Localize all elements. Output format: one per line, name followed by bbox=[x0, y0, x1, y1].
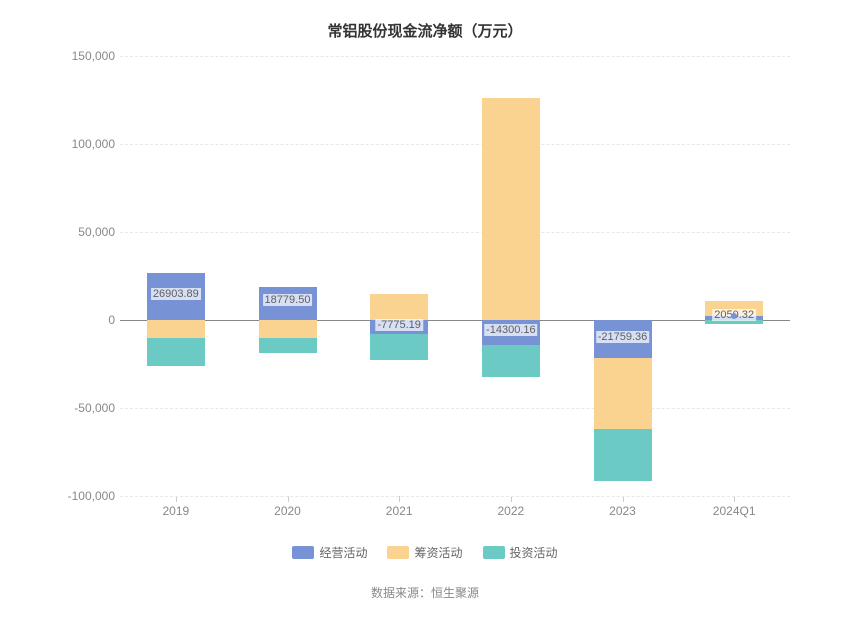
bar-group bbox=[594, 56, 652, 496]
y-tick-label: 100,000 bbox=[50, 137, 115, 151]
x-tick-label: 2022 bbox=[497, 504, 524, 518]
y-tick-label: -50,000 bbox=[50, 401, 115, 415]
legend-label: 投资活动 bbox=[510, 544, 558, 561]
legend-item: 筹资活动 bbox=[387, 544, 462, 561]
bar-group bbox=[705, 56, 763, 496]
data-point-marker bbox=[731, 313, 737, 319]
bar-group bbox=[370, 56, 428, 496]
x-tick-label: 2024Q1 bbox=[713, 504, 756, 518]
grid-line bbox=[120, 232, 790, 233]
bar-value-label: 18779.50 bbox=[263, 294, 313, 306]
x-tick-label: 2023 bbox=[609, 504, 636, 518]
legend-label: 筹资活动 bbox=[414, 544, 462, 561]
chart-title: 常铝股份现金流净额（万元） bbox=[0, 20, 850, 41]
grid-line bbox=[120, 408, 790, 409]
bar-group bbox=[147, 56, 205, 496]
legend-swatch bbox=[387, 546, 409, 559]
bar-segment bbox=[482, 345, 540, 377]
bar-value-label: -14300.16 bbox=[484, 324, 538, 336]
grid-line bbox=[120, 496, 790, 497]
bar-segment bbox=[370, 294, 428, 320]
y-tick-label: 150,000 bbox=[50, 49, 115, 63]
bar-value-label: -21759.36 bbox=[596, 331, 650, 343]
x-tick-label: 2020 bbox=[274, 504, 301, 518]
legend-label: 经营活动 bbox=[319, 544, 367, 561]
x-tick-label: 2021 bbox=[386, 504, 413, 518]
legend-item: 投资活动 bbox=[483, 544, 558, 561]
legend-swatch bbox=[483, 546, 505, 559]
bar-segment bbox=[594, 358, 652, 428]
bar-segment bbox=[370, 334, 428, 360]
bar-segment bbox=[147, 338, 205, 366]
bar-value-label: 26903.89 bbox=[151, 288, 201, 300]
zero-line bbox=[120, 320, 790, 321]
bar-group bbox=[259, 56, 317, 496]
y-tick-label: -100,000 bbox=[50, 489, 115, 503]
grid-line bbox=[120, 144, 790, 145]
y-tick-label: 0 bbox=[50, 313, 115, 327]
bar-segment bbox=[259, 320, 317, 338]
legend: 经营活动 筹资活动 投资活动 bbox=[0, 544, 850, 562]
bar-value-label: -7775.19 bbox=[375, 319, 422, 331]
bar-segment bbox=[594, 429, 652, 482]
bar-segment bbox=[482, 98, 540, 320]
y-axis: -100,000-50,000050,000100,000150,000 bbox=[50, 56, 115, 496]
bar-segment bbox=[259, 338, 317, 354]
legend-swatch bbox=[292, 546, 314, 559]
legend-item: 经营活动 bbox=[292, 544, 367, 561]
x-tick-label: 2019 bbox=[162, 504, 189, 518]
chart-container: 常铝股份现金流净额（万元） -100,000-50,000050,000100,… bbox=[0, 0, 850, 637]
x-axis: 2019 2020 2021 2022 2023 2024Q1 bbox=[120, 496, 790, 526]
bar-group bbox=[482, 56, 540, 496]
y-tick-label: 50,000 bbox=[50, 225, 115, 239]
grid-line bbox=[120, 56, 790, 57]
plot-area: -100,000-50,000050,000100,000150,000 201… bbox=[120, 56, 790, 496]
bar-segment bbox=[147, 320, 205, 338]
source-text: 数据来源：恒生聚源 bbox=[0, 584, 850, 601]
